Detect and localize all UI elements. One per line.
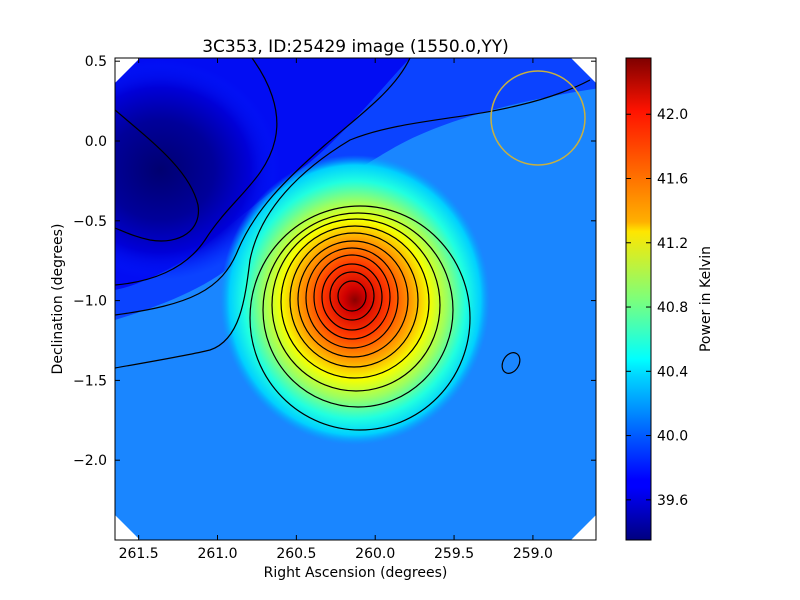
colorbar-tick-label: 40.8	[657, 300, 688, 316]
colorbar-label: Power in Kelvin	[698, 246, 714, 352]
contour-src-3	[271, 218, 441, 392]
heatmap-image	[115, 58, 596, 540]
contour-src-5	[289, 232, 419, 368]
x-tick-label: 260.5	[276, 546, 316, 562]
chart-title: 3C353, ID:25429 image (1550.0,YY)	[202, 37, 509, 57]
y-tick-label: −1.0	[73, 294, 107, 310]
contour-low-3	[115, 58, 411, 316]
x-tick-label: 259.0	[513, 546, 553, 562]
x-tick-label: 260.0	[355, 546, 395, 562]
y-axis-label: Declination (degrees)	[50, 224, 66, 375]
colorbar-tick-label: 39.6	[657, 493, 688, 509]
beam-circle	[490, 70, 586, 166]
colorbar-tick-label: 42.0	[657, 107, 688, 123]
contour-src-1	[249, 205, 471, 431]
x-tick-label: 261.0	[197, 546, 237, 562]
contour-src-10	[329, 271, 375, 321]
y-axis-ticks: 0.5 0.0 −0.5 −1.0 −1.5 −2.0	[73, 54, 596, 469]
contour-low-2	[115, 58, 278, 286]
colorbar	[625, 57, 652, 541]
contour-src-2	[262, 212, 454, 408]
contour-bg-1	[115, 79, 591, 369]
contour-src-4	[280, 225, 430, 379]
contour-src-9	[321, 263, 383, 331]
y-tick-label: −2.0	[73, 453, 107, 469]
colorbar-tick-label: 40.4	[657, 364, 688, 380]
y-tick-label: −0.5	[73, 214, 107, 230]
plot-frame	[114, 57, 597, 541]
x-axis-ticks: 261.5 261.0 260.5 260.0 259.5 259.0	[119, 58, 553, 562]
contour-small	[501, 352, 521, 374]
x-tick-label: 259.5	[434, 546, 474, 562]
x-tick-label: 261.5	[119, 546, 159, 562]
contour-lines	[115, 58, 591, 431]
y-tick-label: 0.5	[85, 54, 107, 70]
y-tick-label: −1.5	[73, 373, 107, 389]
contour-low-1	[115, 109, 200, 242]
colorbar-ticks: 39.6 40.0 40.4 40.8 41.2 41.6 42.0	[626, 107, 688, 509]
colorbar-tick-label: 41.6	[657, 172, 688, 188]
contour-src-11	[337, 280, 367, 312]
colorbar-tick-label: 40.0	[657, 429, 688, 445]
contour-src-6	[297, 240, 409, 358]
contour-src-8	[313, 254, 391, 340]
y-tick-label: 0.0	[85, 134, 107, 150]
contour-src-7	[305, 247, 399, 349]
colorbar-tick-label: 41.2	[657, 236, 688, 252]
x-axis-label: Right Ascension (degrees)	[264, 565, 448, 581]
